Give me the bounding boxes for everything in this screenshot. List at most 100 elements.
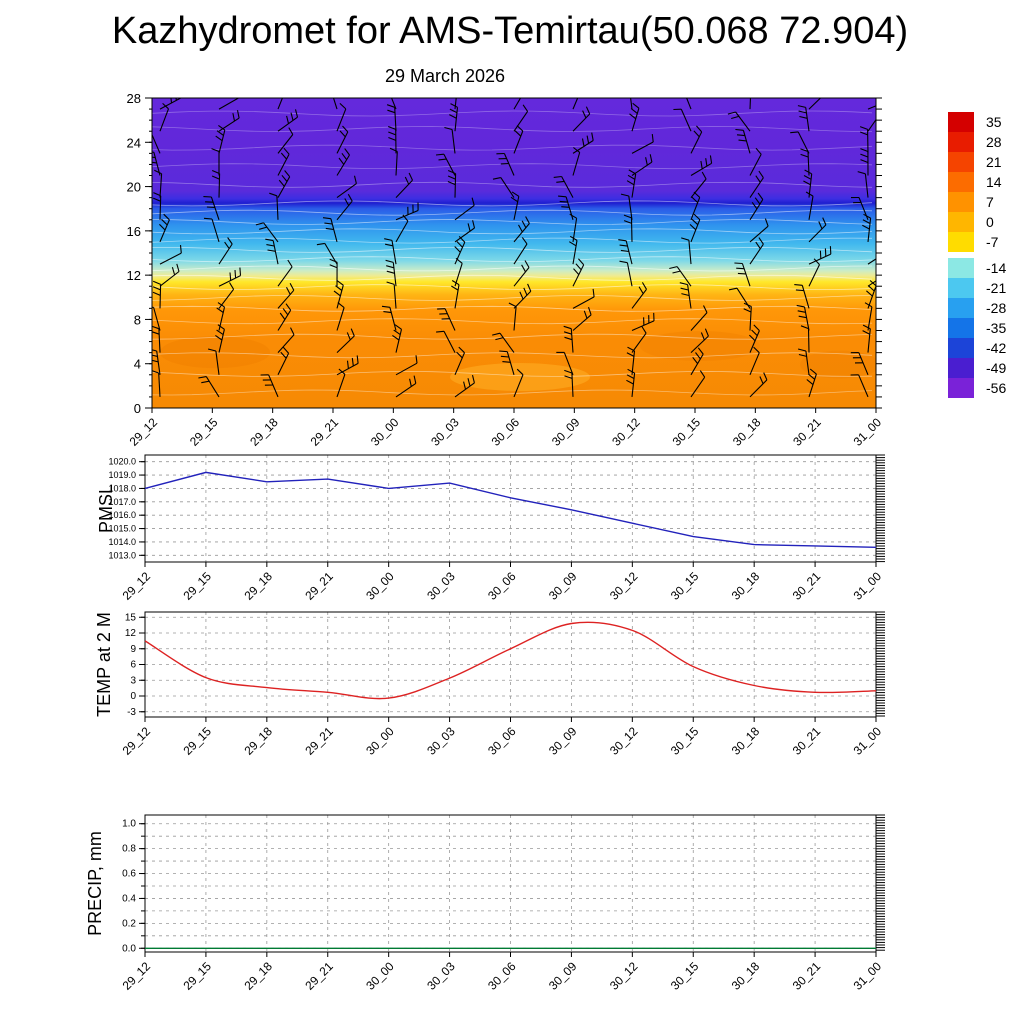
time-label: 30_12 (609, 415, 643, 449)
wind-barb-feather (800, 153, 809, 158)
wind-barb-feather (346, 332, 351, 341)
wind-barb (277, 334, 295, 353)
wind-barb-feather (283, 147, 290, 155)
wind-barb (626, 262, 633, 287)
wind-barb-feather (203, 217, 213, 220)
wind-barb (690, 353, 704, 376)
time-label: 29_15 (187, 415, 221, 449)
wind-barb-feather (290, 112, 294, 121)
wind-barb-feather (564, 369, 573, 374)
wind-barb (215, 350, 220, 375)
wind-barb-feather (525, 216, 530, 224)
shading-blob (450, 363, 590, 391)
wind-barb (572, 218, 578, 242)
wind-barb-feather (809, 368, 817, 375)
wind-barb (690, 335, 709, 353)
wind-barb-feather (353, 175, 357, 184)
y-tick-label: 1019.0 (108, 470, 136, 480)
wind-barb-feather (860, 148, 869, 153)
wind-barb-feather (797, 310, 806, 313)
wind-barb-feather (620, 193, 629, 197)
wind-barb (867, 118, 876, 132)
colorbar-segment (948, 278, 974, 298)
wind-barb (864, 173, 869, 198)
wind-barb (801, 285, 810, 309)
wind-barb (858, 374, 869, 398)
wind-barb-feather (176, 263, 180, 272)
wind-barb-feather (689, 223, 697, 231)
wind-barb (808, 264, 820, 287)
colorbar-label: 21 (986, 154, 1002, 170)
wind-barb-feather (569, 241, 577, 247)
time-label: 30_03 (424, 724, 458, 758)
time-label: 30_15 (670, 415, 704, 449)
wind-barb-feather (619, 244, 628, 247)
wind-barb (158, 372, 161, 397)
wind-barb-feather (806, 379, 814, 386)
wind-barb (159, 195, 162, 220)
wind-barb-feather (749, 334, 756, 342)
wind-barb-feather (728, 287, 738, 291)
wind-barb-feather (152, 156, 156, 159)
wind-barb (797, 131, 810, 154)
wind-barb-feather (860, 131, 868, 136)
time-label: 30_06 (489, 415, 523, 449)
contour-line (152, 126, 873, 132)
wind-barb-feather (450, 87, 457, 91)
wind-barb (159, 252, 182, 265)
contour-line (152, 219, 873, 225)
contour-line (152, 144, 873, 151)
wind-barb (158, 328, 161, 353)
wind-barb-feather (211, 169, 220, 175)
wind-barb-feather (451, 285, 459, 291)
wind-barb-feather (630, 108, 638, 114)
wind-barb-feather (294, 109, 299, 118)
wind-barb-feather (495, 337, 504, 341)
page-title: Kazhydromet for AMS-Temirtau(50.068 72.9… (111, 10, 909, 52)
wind-barb-feather (393, 329, 401, 336)
temp2m-line (144, 621, 877, 700)
wind-barb (454, 227, 475, 243)
wind-barb-feather (471, 197, 475, 206)
wind-barb-feather (681, 293, 690, 297)
y-tick-label: 1.0 (122, 819, 136, 830)
wind-barb-feather (451, 82, 458, 86)
contour-line (152, 305, 873, 312)
time-label: 30_09 (546, 959, 580, 993)
wind-barb (156, 350, 161, 375)
wind-barb (749, 225, 769, 243)
wind-barb-feather (703, 305, 708, 313)
wind-barb-feather (152, 349, 157, 352)
wind-barb (159, 284, 162, 309)
wind-barb (389, 307, 397, 331)
wind-barb-feather (394, 324, 402, 330)
wind-barb-feather (413, 375, 417, 384)
wind-barb-feather (561, 206, 570, 208)
wind-barb-feather (282, 308, 289, 316)
wind-barb (454, 284, 460, 309)
wind-barb-feather (808, 373, 816, 380)
wind-barb-feather (691, 196, 699, 203)
colorbar-label: -56 (986, 380, 1006, 396)
wind-barb-feather (383, 311, 392, 314)
wind-barb-feather (325, 227, 334, 230)
wind-barb-feather (697, 347, 704, 355)
level-label: 0 (134, 401, 141, 416)
wind-barb-feather (516, 368, 524, 376)
wind-barb (332, 98, 338, 110)
wind-barb (336, 183, 357, 199)
time-label: 30_09 (549, 415, 583, 449)
wind-barb-feather (279, 86, 285, 92)
contour-line (152, 237, 873, 244)
wind-barb-feather (266, 244, 275, 247)
contour-line (152, 110, 873, 117)
wind-barb-feather (737, 272, 746, 275)
wind-barb-feather (629, 113, 637, 120)
time-label: 31_00 (851, 724, 885, 758)
wind-barb (277, 309, 292, 331)
wind-barb-feather (521, 220, 527, 229)
wind-barb (503, 153, 515, 176)
wind-barb-feather (751, 329, 758, 336)
wind-barb-feather (804, 169, 812, 175)
